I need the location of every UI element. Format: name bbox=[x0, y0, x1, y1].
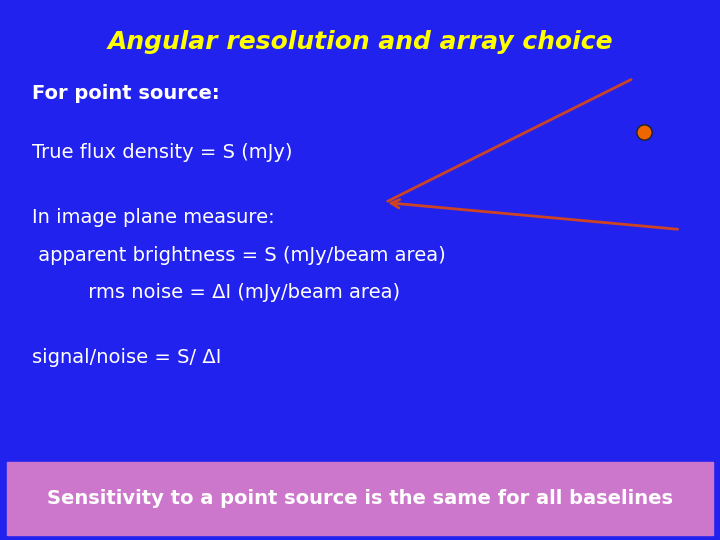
Text: signal/noise = S/ ΔI: signal/noise = S/ ΔI bbox=[32, 348, 222, 367]
Text: Angular resolution and array choice: Angular resolution and array choice bbox=[107, 30, 613, 53]
Text: apparent brightness = S (mJy/beam area): apparent brightness = S (mJy/beam area) bbox=[32, 246, 446, 265]
Text: For point source:: For point source: bbox=[32, 84, 220, 103]
Bar bbox=[7, 462, 713, 535]
Text: rms noise = ΔI (mJy/beam area): rms noise = ΔI (mJy/beam area) bbox=[32, 284, 400, 302]
Text: In image plane measure:: In image plane measure: bbox=[32, 208, 275, 227]
Text: True flux density = S (mJy): True flux density = S (mJy) bbox=[32, 143, 293, 162]
Text: Sensitivity to a point source is the same for all baselines: Sensitivity to a point source is the sam… bbox=[47, 489, 673, 508]
